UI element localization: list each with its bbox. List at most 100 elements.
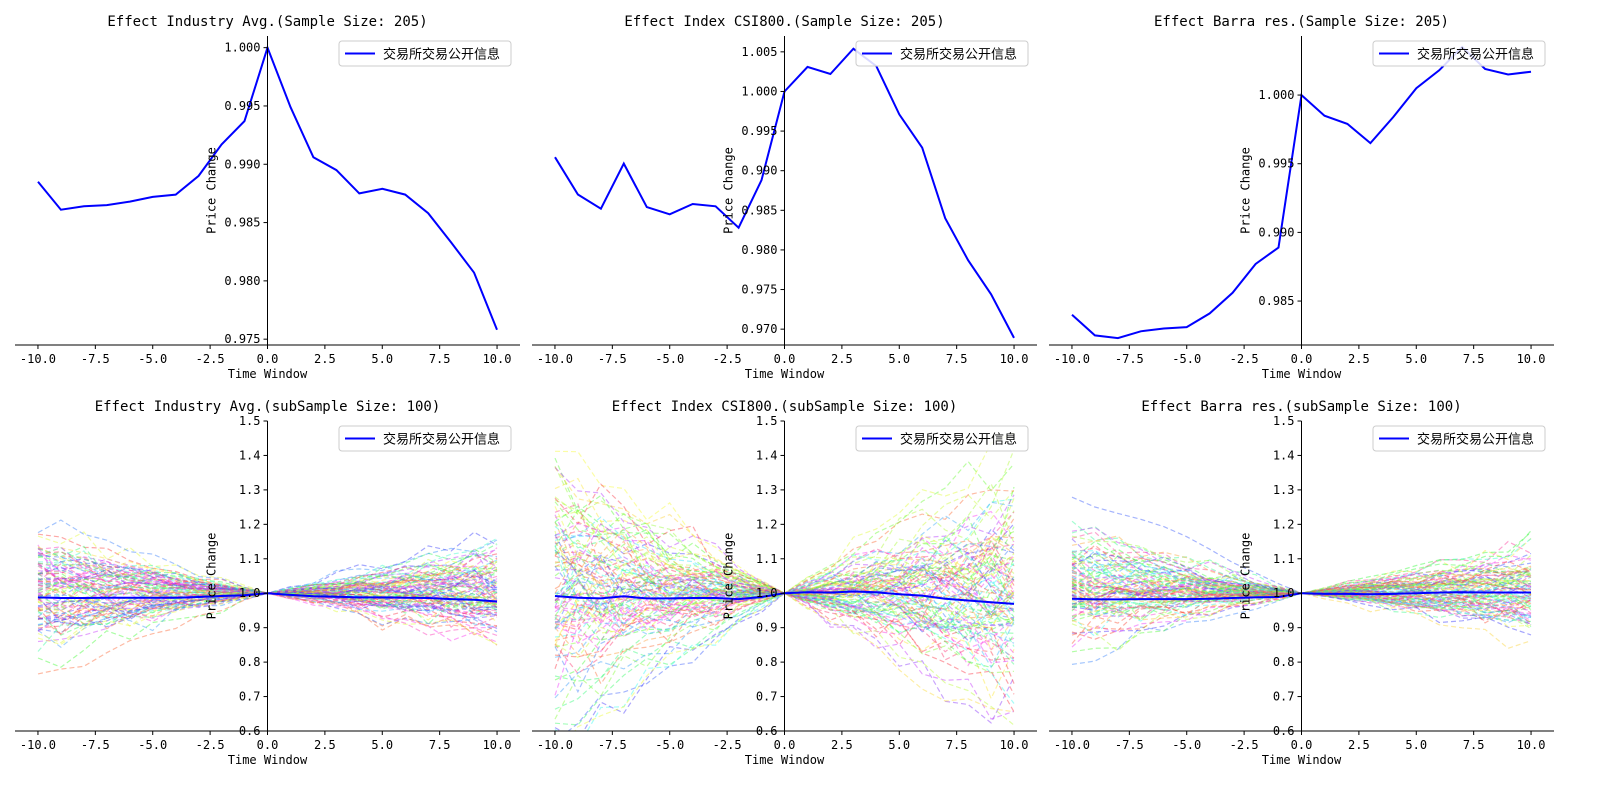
sample-path [37, 547, 498, 633]
sample-path [38, 592, 498, 619]
y-tick-label: 0.980 [741, 243, 777, 257]
sample-path [37, 562, 498, 595]
y-tick-label: 1.5 [756, 414, 778, 428]
sample-path [37, 587, 498, 621]
x-tick-label: 7.5 [1463, 352, 1485, 366]
sample-path [1071, 569, 1532, 618]
x-tick-label: -2.5 [713, 352, 742, 366]
legend: 交易所交易公开信息 [855, 425, 1029, 452]
x-tick-label: 7.5 [1463, 738, 1485, 752]
y-tick-label: 1.4 [1273, 448, 1295, 462]
x-tick-label: -10.0 [20, 738, 56, 752]
x-tick-label: -5.0 [1172, 352, 1201, 366]
legend-label: 交易所交易公开信息 [1417, 47, 1534, 63]
x-tick-label: 2.5 [1348, 352, 1370, 366]
x-tick-label: -2.5 [1230, 352, 1259, 366]
sample-path [554, 569, 1015, 658]
x-tick-label: 5.0 [1405, 738, 1427, 752]
y-axis-label: Price Change [722, 533, 736, 620]
sample-path [554, 551, 1015, 619]
sample-path [554, 592, 1015, 667]
y-tick-label: 1.000 [741, 84, 777, 98]
y-tick-label: 1.5 [1273, 414, 1295, 428]
sample-path [1071, 584, 1532, 609]
legend: 交易所交易公开信息 [855, 40, 1029, 67]
x-tick-label: -5.0 [655, 352, 684, 366]
x-tick-label: -7.5 [81, 738, 110, 752]
sample-path [554, 587, 1015, 674]
y-tick-label: 0.990 [224, 157, 260, 171]
sample-path [37, 547, 498, 594]
x-tick-label: 2.5 [831, 738, 853, 752]
sample-path [1071, 560, 1532, 600]
sample-path [37, 546, 498, 607]
legend-box [338, 425, 512, 452]
x-tick-label: 5.0 [888, 738, 910, 752]
x-axis-label: Time Window [228, 367, 308, 381]
sample-path [554, 510, 1015, 621]
y-tick-label: 0.8 [1273, 655, 1295, 669]
y-axis-label: Price Change [205, 533, 219, 620]
sample-path [554, 521, 1015, 598]
y-tick-label: 1.000 [1258, 88, 1294, 102]
sample-path [37, 563, 498, 615]
sample-path [1071, 531, 1532, 625]
y-tick-label: 1.3 [239, 483, 261, 497]
x-tick-label: -7.5 [598, 738, 627, 752]
y-tick-label: 0.995 [224, 99, 260, 113]
y-tick-label: 0.975 [224, 332, 260, 346]
sample-path [1071, 549, 1532, 624]
sample-path [554, 432, 1015, 634]
legend: 交易所交易公开信息 [338, 40, 512, 67]
sample-path [37, 586, 498, 618]
x-axis-label: Time Window [1262, 367, 1342, 381]
chart-title: Effect Barra res.(Sample Size: 205) [1154, 14, 1449, 30]
x-tick-label: -10.0 [537, 738, 573, 752]
sample-path [1071, 581, 1532, 608]
x-tick-label: 10.0 [1517, 738, 1546, 752]
x-tick-label: 2.5 [314, 352, 336, 366]
x-tick-label: -5.0 [138, 738, 167, 752]
y-tick-label: 0.6 [756, 724, 778, 738]
y-tick-label: 0.9 [239, 621, 261, 635]
x-tick-label: 7.5 [946, 352, 968, 366]
chart-panel: Effect Index CSI800.(subSample Size: 100… [532, 399, 1037, 767]
chart-panel: Effect Index CSI800.(Sample Size: 205) -1… [532, 14, 1037, 381]
x-tick-label: 5.0 [1405, 352, 1427, 366]
chart-panel: Effect Barra res.(Sample Size: 205) -10.0… [1049, 14, 1554, 381]
x-tick-label: 10.0 [1000, 352, 1029, 366]
x-tick-label: 5.0 [888, 352, 910, 366]
sample-path [554, 518, 1015, 601]
legend: 交易所交易公开信息 [1372, 425, 1546, 452]
x-axis-label: Time Window [228, 753, 308, 767]
sample-path [554, 539, 1015, 630]
x-tick-label: 5.0 [371, 352, 393, 366]
x-tick-label: -5.0 [655, 738, 684, 752]
legend-label: 交易所交易公开信息 [383, 47, 500, 63]
y-tick-label: 0.985 [741, 203, 777, 217]
x-tick-label: 0.0 [257, 352, 279, 366]
legend-label: 交易所交易公开信息 [900, 47, 1017, 63]
x-tick-label: 2.5 [1348, 738, 1370, 752]
x-tick-label: 10.0 [1000, 738, 1029, 752]
x-tick-label: -7.5 [1115, 738, 1144, 752]
y-tick-label: 0.985 [1258, 294, 1294, 308]
y-tick-label: 1.0 [239, 586, 261, 600]
sample-path [1071, 551, 1532, 612]
sample-path [554, 466, 1015, 651]
x-tick-label: 0.0 [257, 738, 279, 752]
y-tick-label: 1.5 [239, 414, 261, 428]
y-tick-label: 1.4 [756, 448, 778, 462]
sample-path [1071, 591, 1532, 636]
sample-path [554, 560, 1015, 720]
sample-path [554, 496, 1015, 603]
sample-path [1071, 581, 1532, 598]
x-tick-label: -2.5 [1230, 738, 1259, 752]
y-tick-label: 0.990 [1258, 225, 1294, 239]
y-tick-label: 1.2 [239, 517, 261, 531]
legend-label: 交易所交易公开信息 [900, 432, 1017, 448]
sample-path [37, 561, 498, 594]
sample-path [1071, 575, 1532, 622]
x-tick-label: -2.5 [713, 738, 742, 752]
